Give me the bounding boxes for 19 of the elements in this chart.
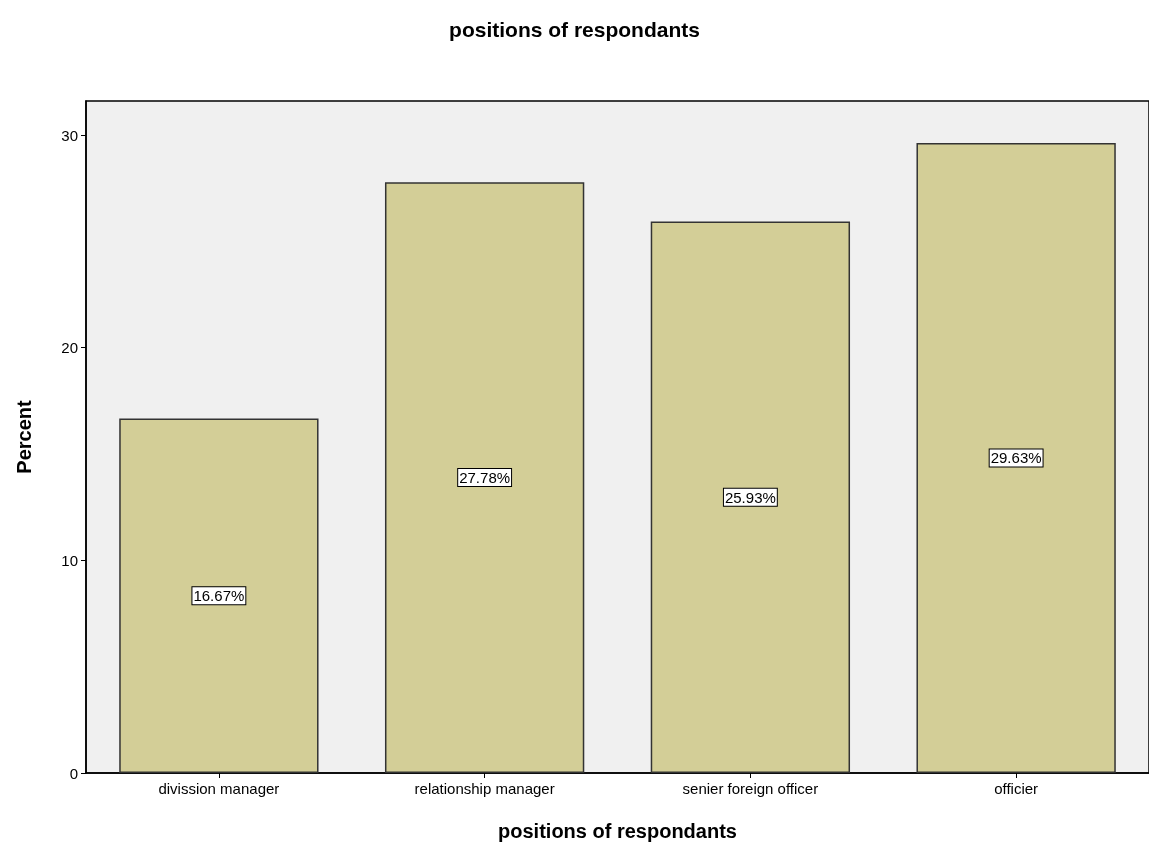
- x-tick-label: divission manager: [158, 780, 280, 797]
- chart-title: positions of respondants: [449, 18, 700, 41]
- y-tick-label: 20: [61, 339, 78, 357]
- bar: [916, 142, 1116, 773]
- y-axis-title: Percent: [13, 399, 35, 474]
- x-tick-label: relationship manager: [414, 780, 555, 797]
- bar: [384, 182, 585, 773]
- y-tick-label: 10: [61, 551, 78, 569]
- data-label: 29.63%: [990, 449, 1042, 467]
- x-tick-label: officier: [994, 780, 1039, 797]
- data-label: 16.67%: [193, 587, 245, 605]
- bar: [650, 221, 851, 773]
- x-tick-label: senier foreign officer: [682, 780, 819, 797]
- x-axis-title: positions of respondants: [498, 820, 737, 842]
- y-tick-label: 0: [69, 764, 78, 782]
- y-tick-label: 30: [61, 126, 78, 144]
- bar: [119, 418, 319, 773]
- data-label: 27.78%: [459, 469, 511, 487]
- data-label: 25.93%: [724, 488, 776, 506]
